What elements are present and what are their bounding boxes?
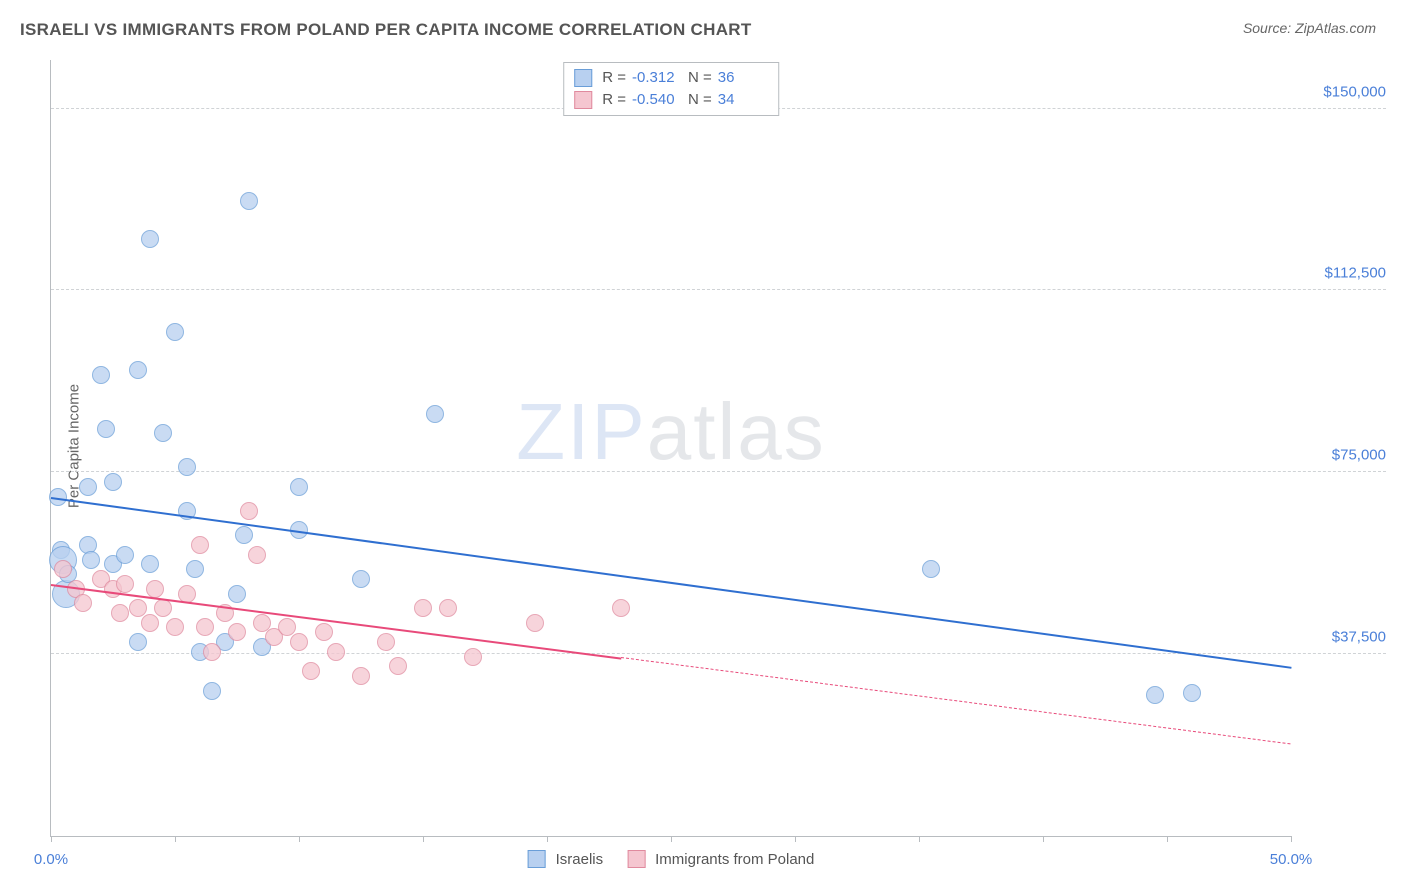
legend-item-israelis: Israelis <box>528 850 604 868</box>
x-tick <box>1291 836 1292 842</box>
data-point <box>377 633 395 651</box>
data-point <box>1146 686 1164 704</box>
data-point <box>302 662 320 680</box>
data-point <box>82 551 100 569</box>
swatch-poland <box>627 850 645 868</box>
data-point <box>141 230 159 248</box>
data-point <box>92 366 110 384</box>
y-tick-label: $75,000 <box>1306 447 1386 464</box>
y-tick-label: $112,500 <box>1306 265 1386 282</box>
y-tick-label: $150,000 <box>1306 83 1386 100</box>
data-point <box>315 623 333 641</box>
data-point <box>141 555 159 573</box>
gridline <box>51 471 1386 472</box>
x-tick <box>919 836 920 842</box>
data-point <box>129 361 147 379</box>
x-tick <box>1167 836 1168 842</box>
data-point <box>141 614 159 632</box>
data-point <box>146 580 164 598</box>
y-tick-label: $37,500 <box>1306 629 1386 646</box>
data-point <box>426 405 444 423</box>
data-point <box>1183 684 1201 702</box>
legend-item-poland: Immigrants from Poland <box>627 850 814 868</box>
scatter-plot-area: ZIPatlas R = -0.312 N = 36 R = -0.540 N … <box>50 60 1291 837</box>
data-point <box>228 623 246 641</box>
watermark-text: ZIPatlas <box>516 386 825 478</box>
x-tick <box>671 836 672 842</box>
data-point <box>154 599 172 617</box>
stats-row-israelis: R = -0.312 N = 36 <box>574 67 768 89</box>
data-point <box>74 594 92 612</box>
data-point <box>352 570 370 588</box>
x-tick <box>175 836 176 842</box>
data-point <box>235 526 253 544</box>
series-legend: Israelis Immigrants from Poland <box>528 850 815 868</box>
data-point <box>414 599 432 617</box>
data-point <box>79 478 97 496</box>
data-point <box>191 536 209 554</box>
data-point <box>526 614 544 632</box>
data-point <box>166 323 184 341</box>
x-tick <box>795 836 796 842</box>
data-point <box>196 618 214 636</box>
data-point <box>111 604 129 622</box>
chart-title: ISRAELI VS IMMIGRANTS FROM POLAND PER CA… <box>20 20 752 40</box>
data-point <box>104 473 122 491</box>
data-point <box>389 657 407 675</box>
data-point <box>203 682 221 700</box>
x-tick <box>299 836 300 842</box>
x-tick-label: 50.0% <box>1270 851 1313 868</box>
x-tick <box>547 836 548 842</box>
data-point <box>352 667 370 685</box>
data-point <box>922 560 940 578</box>
data-point <box>129 633 147 651</box>
x-tick <box>51 836 52 842</box>
x-tick <box>423 836 424 842</box>
gridline <box>51 289 1386 290</box>
data-point <box>464 648 482 666</box>
stats-row-poland: R = -0.540 N = 34 <box>574 89 768 111</box>
data-point <box>240 192 258 210</box>
data-point <box>290 633 308 651</box>
source-attribution: Source: ZipAtlas.com <box>1243 20 1376 36</box>
chart-header: ISRAELI VS IMMIGRANTS FROM POLAND PER CA… <box>0 0 1406 50</box>
data-point <box>186 560 204 578</box>
data-point <box>166 618 184 636</box>
data-point <box>54 560 72 578</box>
x-tick-label: 0.0% <box>34 851 68 868</box>
data-point <box>327 643 345 661</box>
data-point <box>97 420 115 438</box>
data-point <box>203 643 221 661</box>
data-point <box>290 478 308 496</box>
stats-legend-box: R = -0.312 N = 36 R = -0.540 N = 34 <box>563 62 779 116</box>
trend-line <box>51 497 1291 669</box>
data-point <box>240 502 258 520</box>
swatch-israelis <box>574 69 592 87</box>
data-point <box>248 546 266 564</box>
data-point <box>178 458 196 476</box>
x-tick <box>1043 836 1044 842</box>
data-point <box>154 424 172 442</box>
data-point <box>439 599 457 617</box>
data-point <box>116 546 134 564</box>
data-point <box>116 575 134 593</box>
swatch-israelis <box>528 850 546 868</box>
data-point <box>228 585 246 603</box>
swatch-poland <box>574 91 592 109</box>
data-point <box>612 599 630 617</box>
